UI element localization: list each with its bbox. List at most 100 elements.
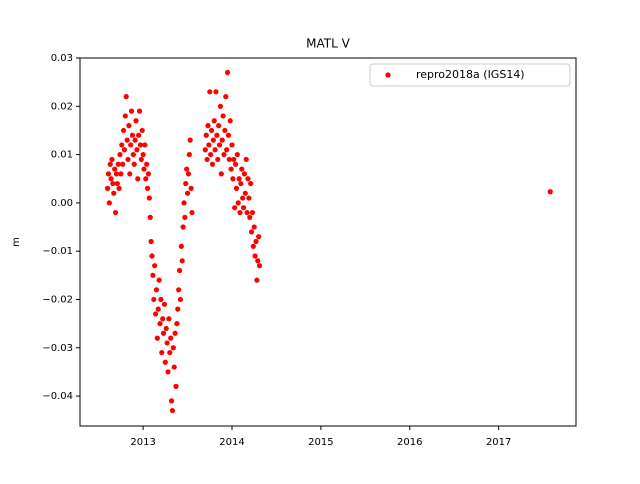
data-point — [242, 190, 248, 196]
data-point — [149, 253, 155, 259]
data-point — [241, 171, 248, 177]
x-tick-label: 2017 — [486, 437, 511, 448]
data-point — [172, 330, 178, 336]
data-point — [174, 321, 180, 327]
data-point — [178, 243, 184, 249]
data-point — [107, 161, 113, 167]
data-point — [240, 205, 247, 211]
data-point — [219, 137, 225, 143]
data-point — [245, 176, 251, 182]
data-point — [240, 195, 246, 201]
data-point — [136, 132, 142, 138]
x-tick-label: 2013 — [130, 437, 155, 448]
data-point — [144, 161, 150, 167]
data-point — [244, 209, 250, 216]
data-point — [252, 253, 258, 259]
data-point — [154, 335, 160, 341]
data-point — [160, 330, 167, 336]
data-point — [123, 94, 129, 100]
data-point — [176, 267, 183, 274]
data-point — [120, 161, 126, 167]
data-point — [205, 123, 211, 129]
data-point — [130, 151, 136, 158]
data-point — [143, 176, 149, 182]
data-point — [223, 94, 229, 100]
data-point — [162, 359, 168, 365]
data-point — [132, 137, 138, 143]
y-tick-label: −0.02 — [42, 294, 73, 305]
data-point — [124, 137, 130, 143]
data-point — [160, 316, 166, 322]
data-point — [243, 156, 249, 163]
data-point — [248, 229, 255, 235]
data-point — [128, 142, 134, 148]
data-point — [157, 321, 163, 327]
data-point — [111, 190, 117, 196]
data-point — [208, 151, 214, 158]
y-tick-label: 0.01 — [51, 150, 73, 161]
data-point — [168, 398, 175, 404]
data-point — [138, 156, 144, 163]
y-tick-label: 0.00 — [51, 198, 73, 209]
data-point — [180, 224, 186, 230]
data-point — [238, 180, 244, 187]
data-point — [106, 200, 112, 206]
data-point — [108, 176, 114, 182]
data-point — [224, 69, 231, 76]
data-point — [209, 161, 216, 167]
data-point — [226, 156, 232, 163]
data-point — [133, 118, 139, 124]
data-point — [183, 180, 189, 187]
data-point — [181, 200, 187, 206]
data-point — [109, 156, 115, 163]
data-point — [112, 166, 118, 172]
data-point — [161, 301, 168, 307]
data-point — [139, 127, 145, 134]
data-point — [233, 185, 240, 191]
data-point — [144, 185, 151, 191]
data-point — [141, 166, 147, 172]
data-point — [177, 296, 184, 303]
data-point — [148, 238, 154, 245]
data-point — [170, 345, 176, 351]
data-point — [125, 156, 131, 163]
data-point — [179, 258, 185, 264]
data-point — [122, 113, 128, 119]
data-point — [140, 151, 146, 158]
data-point — [247, 214, 253, 220]
data-point — [189, 209, 195, 216]
data-point — [176, 287, 182, 293]
y-tick-label: −0.04 — [42, 391, 73, 402]
data-point — [224, 147, 230, 153]
data-point — [254, 277, 260, 283]
data-point — [216, 142, 223, 148]
data-point — [227, 118, 233, 124]
plot-frame — [79, 57, 577, 427]
data-point — [115, 161, 121, 167]
data-point — [112, 209, 119, 216]
data-point — [153, 287, 160, 293]
data-point — [156, 277, 162, 283]
data-point — [120, 127, 127, 134]
y-tick-label: 0.03 — [51, 53, 73, 64]
data-point — [228, 166, 234, 172]
data-point — [119, 142, 125, 148]
data-point — [204, 156, 210, 163]
data-point — [175, 306, 181, 312]
data-point — [182, 214, 188, 220]
data-point — [118, 171, 124, 177]
y-tick-label: −0.03 — [42, 343, 73, 354]
data-point — [142, 142, 148, 148]
x-tick-label: 2015 — [308, 437, 333, 448]
data-point — [246, 195, 252, 201]
data-point — [166, 316, 172, 322]
data-point — [207, 89, 213, 95]
data-point — [210, 137, 216, 143]
data-point — [164, 340, 170, 346]
y-axis-label: m — [11, 237, 22, 247]
data-point — [104, 185, 111, 191]
data-point — [152, 311, 159, 317]
data-point — [239, 166, 245, 172]
data-point — [188, 185, 194, 191]
